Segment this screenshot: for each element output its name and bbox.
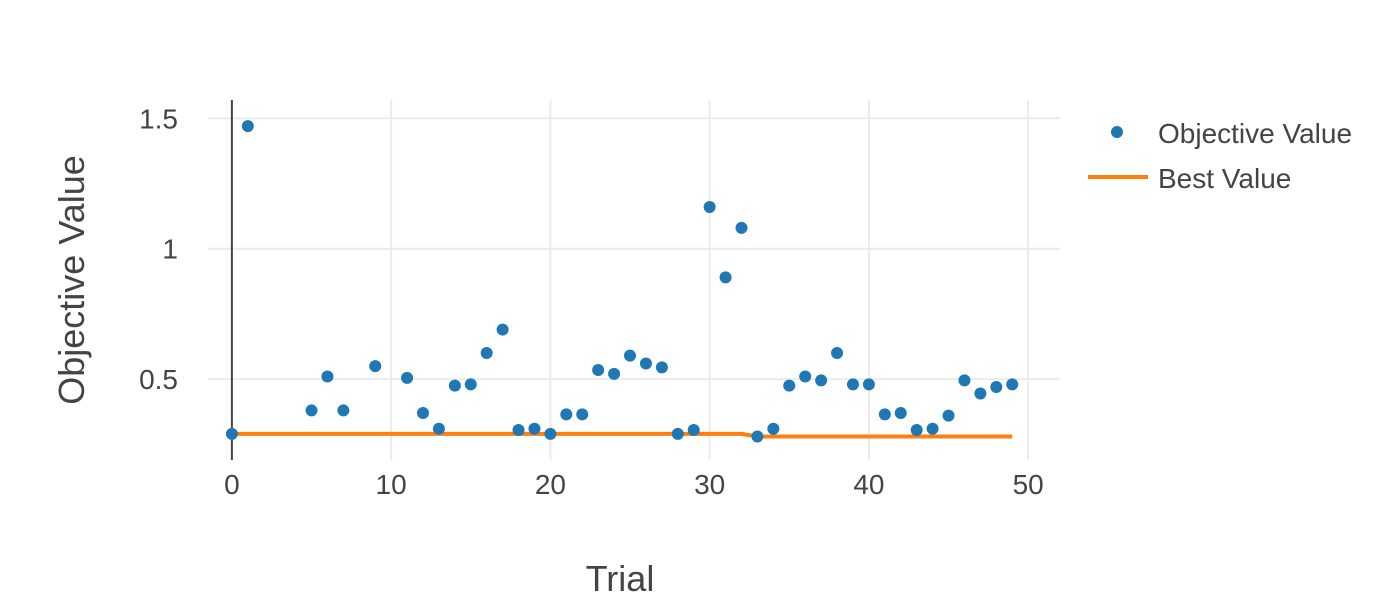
y-axis-title: Objective Value (51, 155, 92, 404)
objective-value-point[interactable] (751, 430, 764, 443)
objective-value-point[interactable] (1006, 378, 1019, 391)
objective-value-point[interactable] (512, 424, 525, 436)
objective-value-point[interactable] (576, 408, 589, 421)
objective-value-point[interactable] (560, 408, 573, 421)
objective-value-point[interactable] (432, 422, 445, 435)
x-tick-label: 30 (694, 469, 725, 500)
y-tick-labels: 0.5 1 1.5 (139, 103, 178, 395)
objective-value-point[interactable] (926, 422, 939, 435)
objective-value-point[interactable] (990, 380, 1003, 393)
legend-marker-objective-value (1111, 126, 1123, 138)
x-axis-title: Trial (586, 558, 655, 599)
objective-value-point[interactable] (225, 427, 238, 440)
grid-lines (208, 100, 1060, 460)
objective-value-point[interactable] (735, 221, 748, 234)
legend-item-best-value[interactable]: Best Value (1088, 163, 1291, 194)
best-value-line (231, 431, 1013, 439)
legend-item-objective-value[interactable]: Objective Value (1111, 118, 1352, 149)
objective-value-point[interactable] (815, 374, 828, 387)
objective-value-point[interactable] (480, 347, 493, 360)
objective-value-point[interactable] (464, 378, 477, 391)
objective-value-point[interactable] (894, 407, 907, 420)
objective-value-point[interactable] (321, 370, 334, 383)
best-value-series (231, 431, 1013, 439)
legend[interactable]: Objective Value Best Value (1088, 118, 1352, 194)
objective-value-point[interactable] (528, 422, 541, 435)
objective-value-series (225, 120, 1019, 443)
objective-value-point[interactable] (958, 374, 971, 387)
x-tick-label: 0 (224, 469, 240, 500)
objective-value-point[interactable] (783, 379, 796, 392)
objective-value-point[interactable] (862, 378, 875, 391)
objective-value-point[interactable] (624, 349, 637, 362)
x-tick-label: 40 (853, 469, 884, 500)
objective-value-point[interactable] (910, 424, 923, 436)
objective-value-point[interactable] (337, 404, 350, 417)
objective-value-point[interactable] (687, 424, 700, 436)
objective-value-point[interactable] (655, 361, 668, 374)
objective-value-point[interactable] (241, 120, 254, 133)
objective-value-point[interactable] (544, 427, 557, 440)
y-tick-label: 1 (162, 234, 178, 265)
objective-value-point[interactable] (401, 371, 414, 384)
x-tick-label: 50 (1013, 469, 1044, 500)
objective-value-point[interactable] (639, 357, 652, 370)
objective-value-point[interactable] (305, 404, 318, 417)
legend-label-best-value: Best Value (1158, 163, 1291, 194)
objective-value-point[interactable] (799, 370, 812, 383)
x-tick-labels: 0 10 20 30 40 50 (224, 469, 1044, 500)
x-tick-label: 10 (376, 469, 407, 500)
y-tick-label: 0.5 (139, 364, 178, 395)
objective-value-point[interactable] (369, 360, 382, 373)
objective-value-point[interactable] (831, 347, 844, 360)
y-tick-label: 1.5 (139, 103, 178, 134)
objective-value-point[interactable] (592, 364, 605, 376)
objective-value-point[interactable] (416, 407, 429, 420)
legend-label-objective-value: Objective Value (1158, 118, 1352, 149)
x-tick-label: 20 (535, 469, 566, 500)
objective-value-point[interactable] (719, 271, 732, 284)
objective-value-point[interactable] (671, 427, 684, 440)
objective-value-point[interactable] (846, 378, 859, 391)
objective-value-point[interactable] (703, 200, 716, 213)
objective-value-point[interactable] (496, 323, 509, 336)
objective-value-point[interactable] (448, 379, 461, 392)
objective-value-point[interactable] (608, 367, 621, 380)
objective-value-point[interactable] (974, 387, 987, 400)
objective-value-point[interactable] (942, 409, 955, 422)
objective-value-point[interactable] (878, 408, 891, 421)
objective-value-point[interactable] (767, 422, 780, 435)
